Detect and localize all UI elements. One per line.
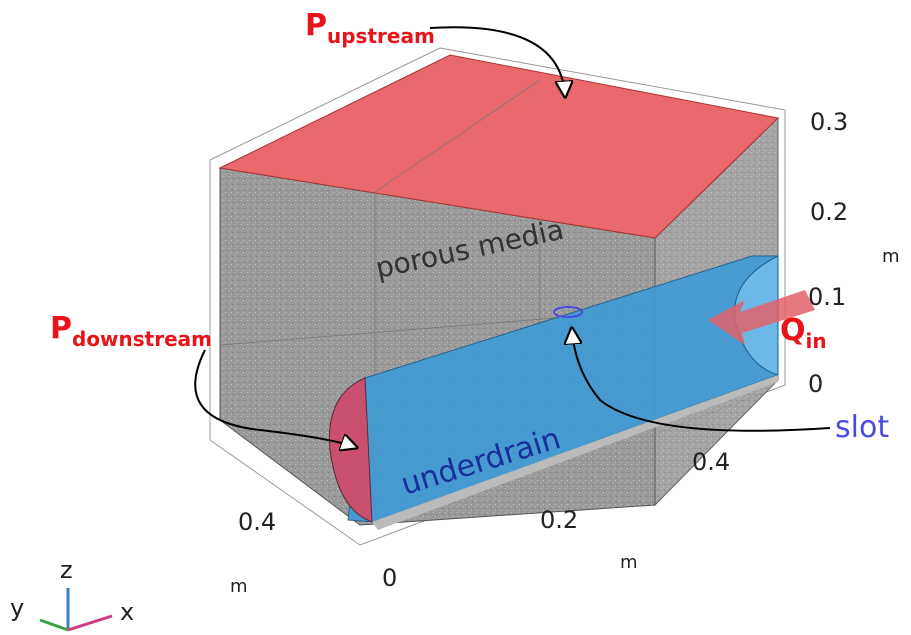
z-tick-label: 0.2 bbox=[810, 198, 848, 226]
base bbox=[372, 375, 778, 530]
callout: Pdownstream bbox=[50, 311, 212, 351]
arrow bbox=[429, 26, 565, 95]
symbol: P bbox=[50, 311, 72, 346]
z-tick-label: 0 bbox=[808, 370, 823, 398]
triad-label: y bbox=[10, 594, 24, 622]
y-unit: m bbox=[230, 576, 248, 597]
callout: Pupstream bbox=[305, 8, 435, 48]
x-tick-label: 0 bbox=[382, 564, 397, 592]
y-tick-label: 0.4 bbox=[238, 508, 276, 536]
callout: slot bbox=[835, 410, 889, 445]
z-tick-label: 0.1 bbox=[808, 283, 846, 311]
subscript: in bbox=[806, 329, 827, 353]
arrow bbox=[194, 349, 355, 447]
z-unit: m bbox=[882, 246, 900, 267]
triad bbox=[39, 588, 113, 632]
symbol: Q bbox=[780, 313, 806, 348]
triad-label: z bbox=[60, 556, 73, 584]
subscript: upstream bbox=[327, 24, 435, 48]
bounding-box bbox=[209, 47, 786, 546]
top-face bbox=[218, 54, 780, 239]
triad-label: x bbox=[120, 598, 134, 626]
z-tick-label: 0.3 bbox=[810, 108, 848, 136]
x-unit: m bbox=[620, 552, 638, 573]
x-tick-label: 0.4 bbox=[692, 448, 730, 476]
callout: Qin bbox=[780, 313, 827, 353]
arrow bbox=[572, 330, 831, 432]
x-tick-label: 0.2 bbox=[540, 506, 578, 534]
inflow-arrow bbox=[708, 290, 815, 345]
subscript: downstream bbox=[72, 327, 212, 351]
symbol: P bbox=[305, 8, 327, 43]
slot-mark bbox=[553, 306, 583, 318]
